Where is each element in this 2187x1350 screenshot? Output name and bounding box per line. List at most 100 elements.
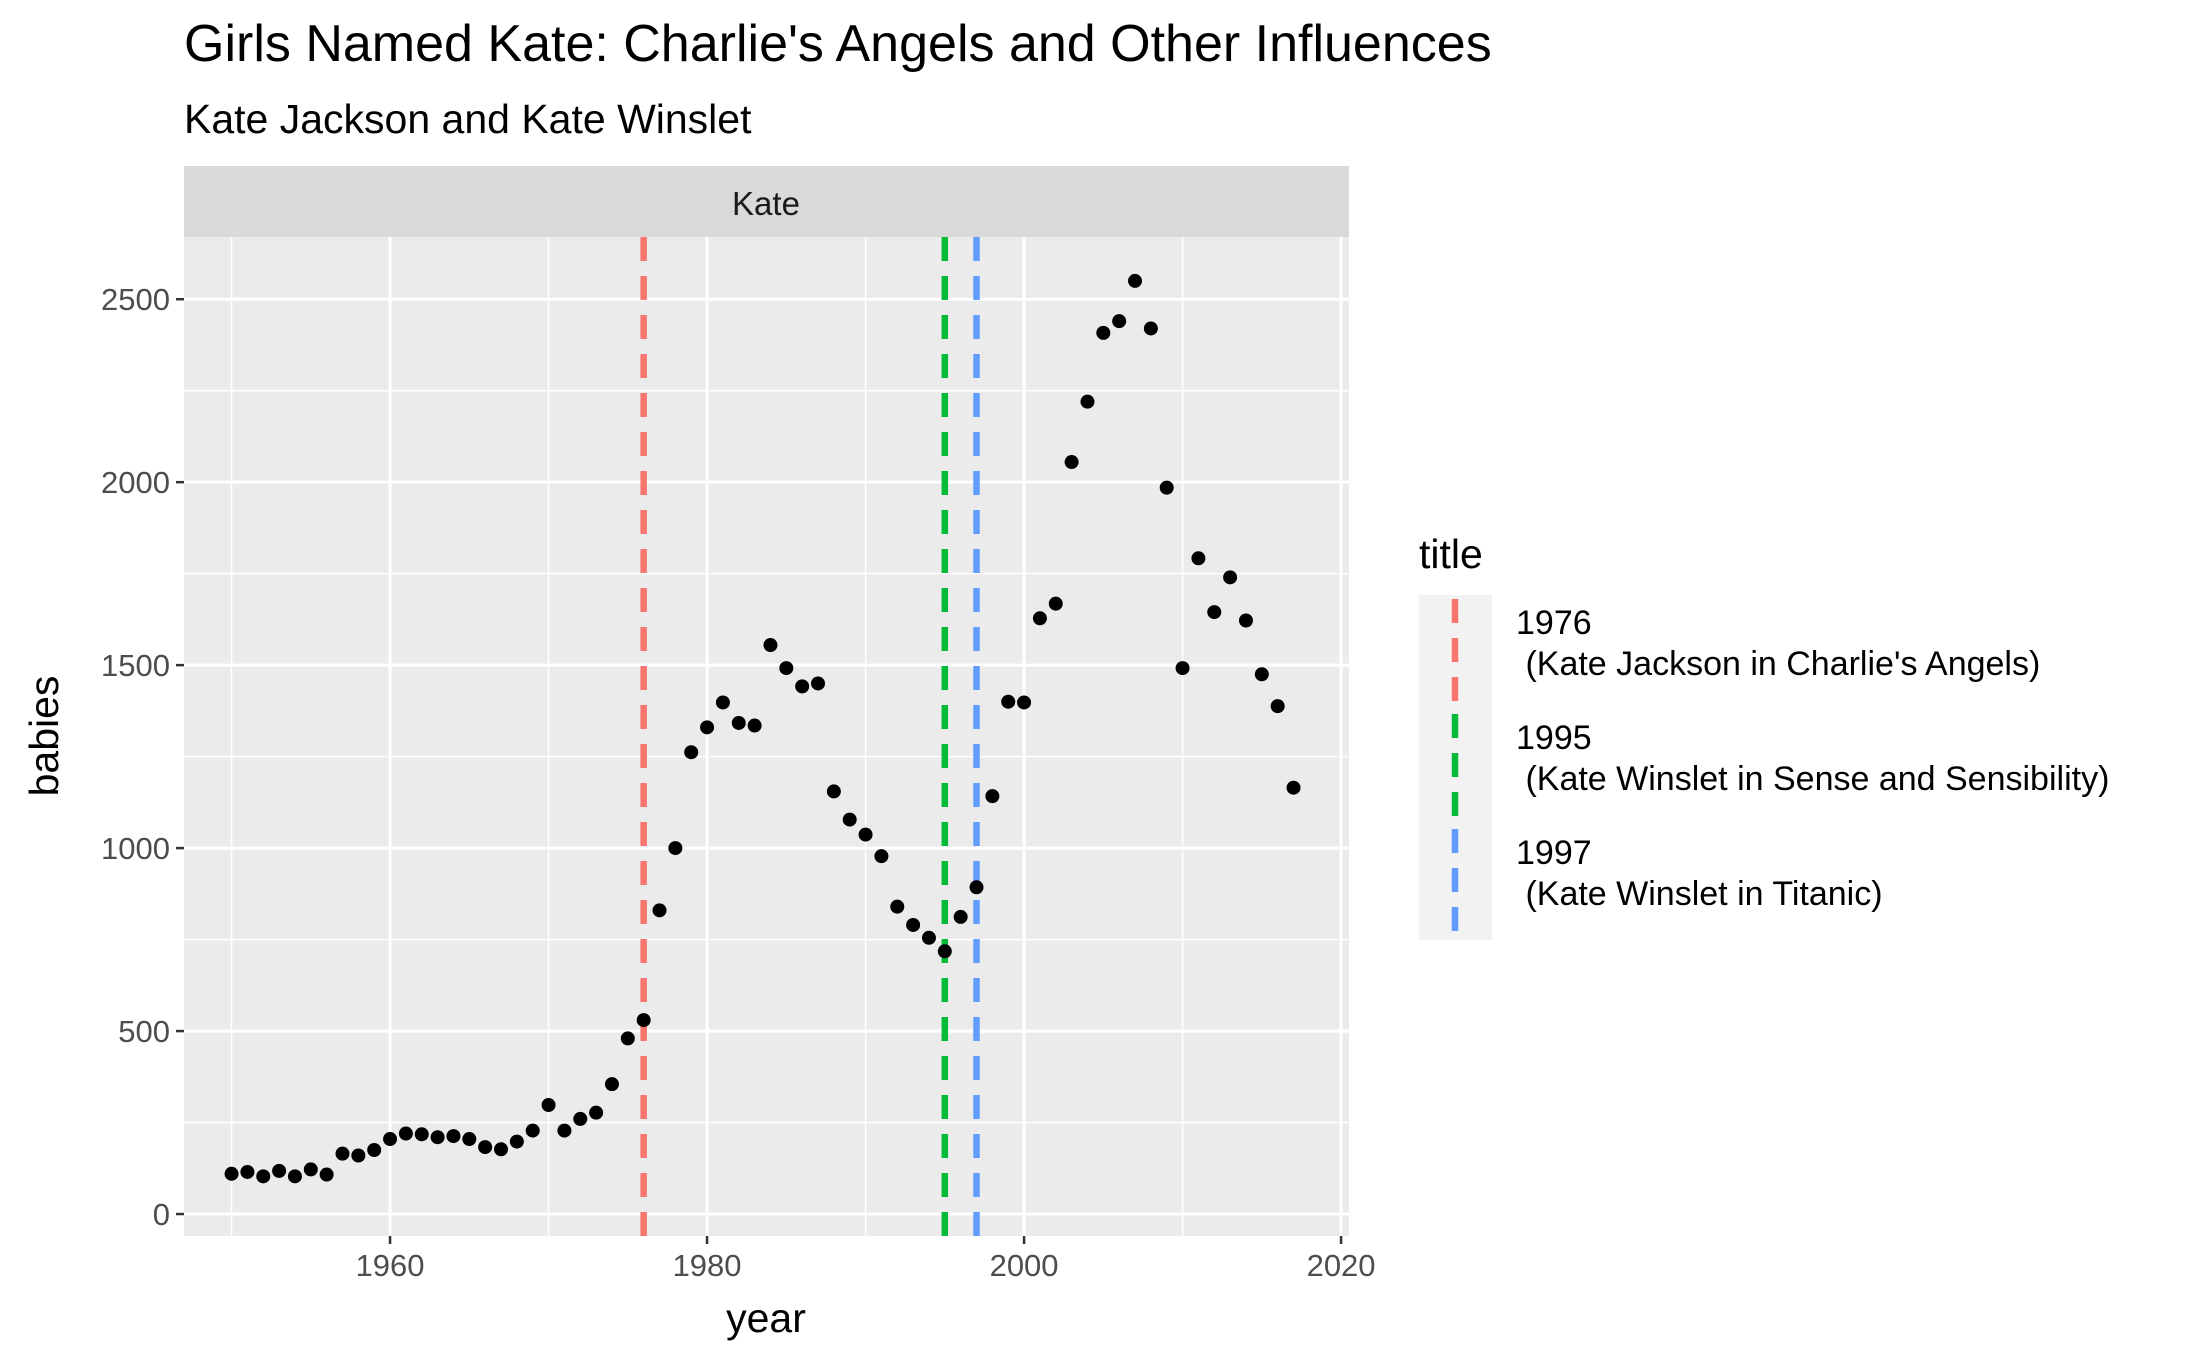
data-point: [509, 1134, 524, 1149]
y-tick-label: 2500: [101, 282, 170, 317]
facet-strip-label: Kate: [732, 185, 800, 222]
data-point: [906, 917, 921, 932]
data-point: [636, 1013, 651, 1028]
plot-panel: [184, 237, 1349, 1236]
data-point: [557, 1123, 572, 1138]
data-point: [779, 661, 794, 676]
x-axis: 1960 1980 2000 2020: [356, 1236, 1376, 1283]
data-point: [604, 1077, 619, 1092]
data-point: [1143, 321, 1158, 336]
x-tick-label: 1980: [673, 1248, 742, 1283]
data-point: [1175, 661, 1190, 676]
data-point: [858, 827, 873, 842]
data-point: [541, 1097, 556, 1112]
data-point: [319, 1167, 334, 1182]
legend-label-year: 1976: [1516, 604, 1592, 642]
data-point: [1128, 273, 1143, 288]
data-point: [1017, 695, 1032, 710]
legend: title 1976 (Kate Jackson in Charlie's An…: [1419, 531, 2109, 940]
legend-label-year: 1995: [1516, 719, 1592, 757]
data-point: [652, 903, 667, 918]
data-points: [224, 273, 1301, 1184]
x-tick-label: 1960: [356, 1248, 425, 1283]
reference-lines: [640, 237, 980, 1236]
data-point: [303, 1162, 318, 1177]
data-point: [478, 1140, 493, 1155]
data-point: [826, 784, 841, 799]
y-tick-label: 0: [153, 1197, 170, 1232]
data-point: [287, 1169, 302, 1184]
data-point: [446, 1129, 461, 1144]
data-point: [1080, 394, 1095, 409]
legend-label-text: (Kate Jackson in Charlie's Angels): [1516, 645, 2040, 683]
legend-label-year: 1997: [1516, 834, 1592, 872]
data-point: [763, 638, 778, 653]
data-point: [272, 1163, 287, 1178]
data-point: [668, 841, 683, 856]
data-point: [240, 1164, 255, 1179]
data-point: [224, 1166, 239, 1181]
data-point: [525, 1123, 540, 1138]
data-point: [589, 1105, 604, 1120]
data-point: [335, 1146, 350, 1161]
x-tick-label: 2020: [1307, 1248, 1376, 1283]
data-point: [1001, 694, 1016, 709]
data-point: [398, 1126, 413, 1141]
data-point: [1254, 667, 1269, 682]
data-point: [620, 1031, 635, 1046]
data-point: [1032, 611, 1047, 626]
data-point: [1048, 596, 1063, 611]
data-point: [811, 676, 826, 691]
data-point: [367, 1143, 382, 1158]
legend-label-text: (Kate Winslet in Sense and Sensibility): [1516, 760, 2109, 798]
data-point: [874, 849, 889, 864]
data-point: [747, 718, 762, 733]
y-tick-label: 2000: [101, 465, 170, 500]
data-point: [1096, 325, 1111, 340]
data-point: [1223, 570, 1238, 585]
data-point: [921, 930, 936, 945]
x-axis-title: year: [726, 1295, 806, 1341]
data-point: [700, 720, 715, 735]
data-point: [795, 679, 810, 694]
data-point: [494, 1142, 509, 1157]
data-point: [1191, 551, 1206, 566]
data-point: [1238, 613, 1253, 628]
y-tick-label: 500: [118, 1014, 170, 1049]
y-tick-label: 1500: [101, 648, 170, 683]
data-point: [1286, 780, 1301, 795]
y-axis: 0 500 1000 1500 2000 2500: [101, 282, 184, 1232]
y-tick-label: 1000: [101, 831, 170, 866]
legend-title: title: [1419, 531, 1483, 577]
data-point: [684, 745, 699, 760]
data-point: [256, 1169, 271, 1184]
data-point: [1270, 699, 1285, 714]
chart-subtitle: Kate Jackson and Kate Winslet: [184, 96, 752, 142]
data-point: [1064, 455, 1079, 470]
data-point: [573, 1111, 588, 1126]
data-point: [969, 880, 984, 895]
grid-minor: [184, 237, 1349, 1236]
data-point: [1112, 314, 1127, 329]
data-point: [985, 789, 1000, 804]
data-point: [1159, 480, 1174, 495]
data-point: [715, 695, 730, 710]
legend-label-text: (Kate Winslet in Titanic): [1516, 875, 1883, 913]
data-point: [731, 715, 746, 730]
data-point: [414, 1127, 429, 1142]
data-point: [351, 1148, 366, 1163]
facet-strip: [184, 166, 1349, 237]
grid-major: [184, 237, 1349, 1236]
chart-title: Girls Named Kate: Charlie's Angels and O…: [184, 15, 1492, 73]
y-axis-title: babies: [21, 676, 67, 797]
data-point: [383, 1132, 398, 1147]
data-point: [1207, 605, 1222, 620]
data-point: [462, 1132, 477, 1147]
data-point: [430, 1130, 445, 1145]
x-tick-label: 2000: [990, 1248, 1059, 1283]
data-point: [953, 909, 968, 924]
data-point: [890, 899, 905, 914]
data-point: [937, 944, 952, 959]
data-point: [842, 812, 857, 827]
